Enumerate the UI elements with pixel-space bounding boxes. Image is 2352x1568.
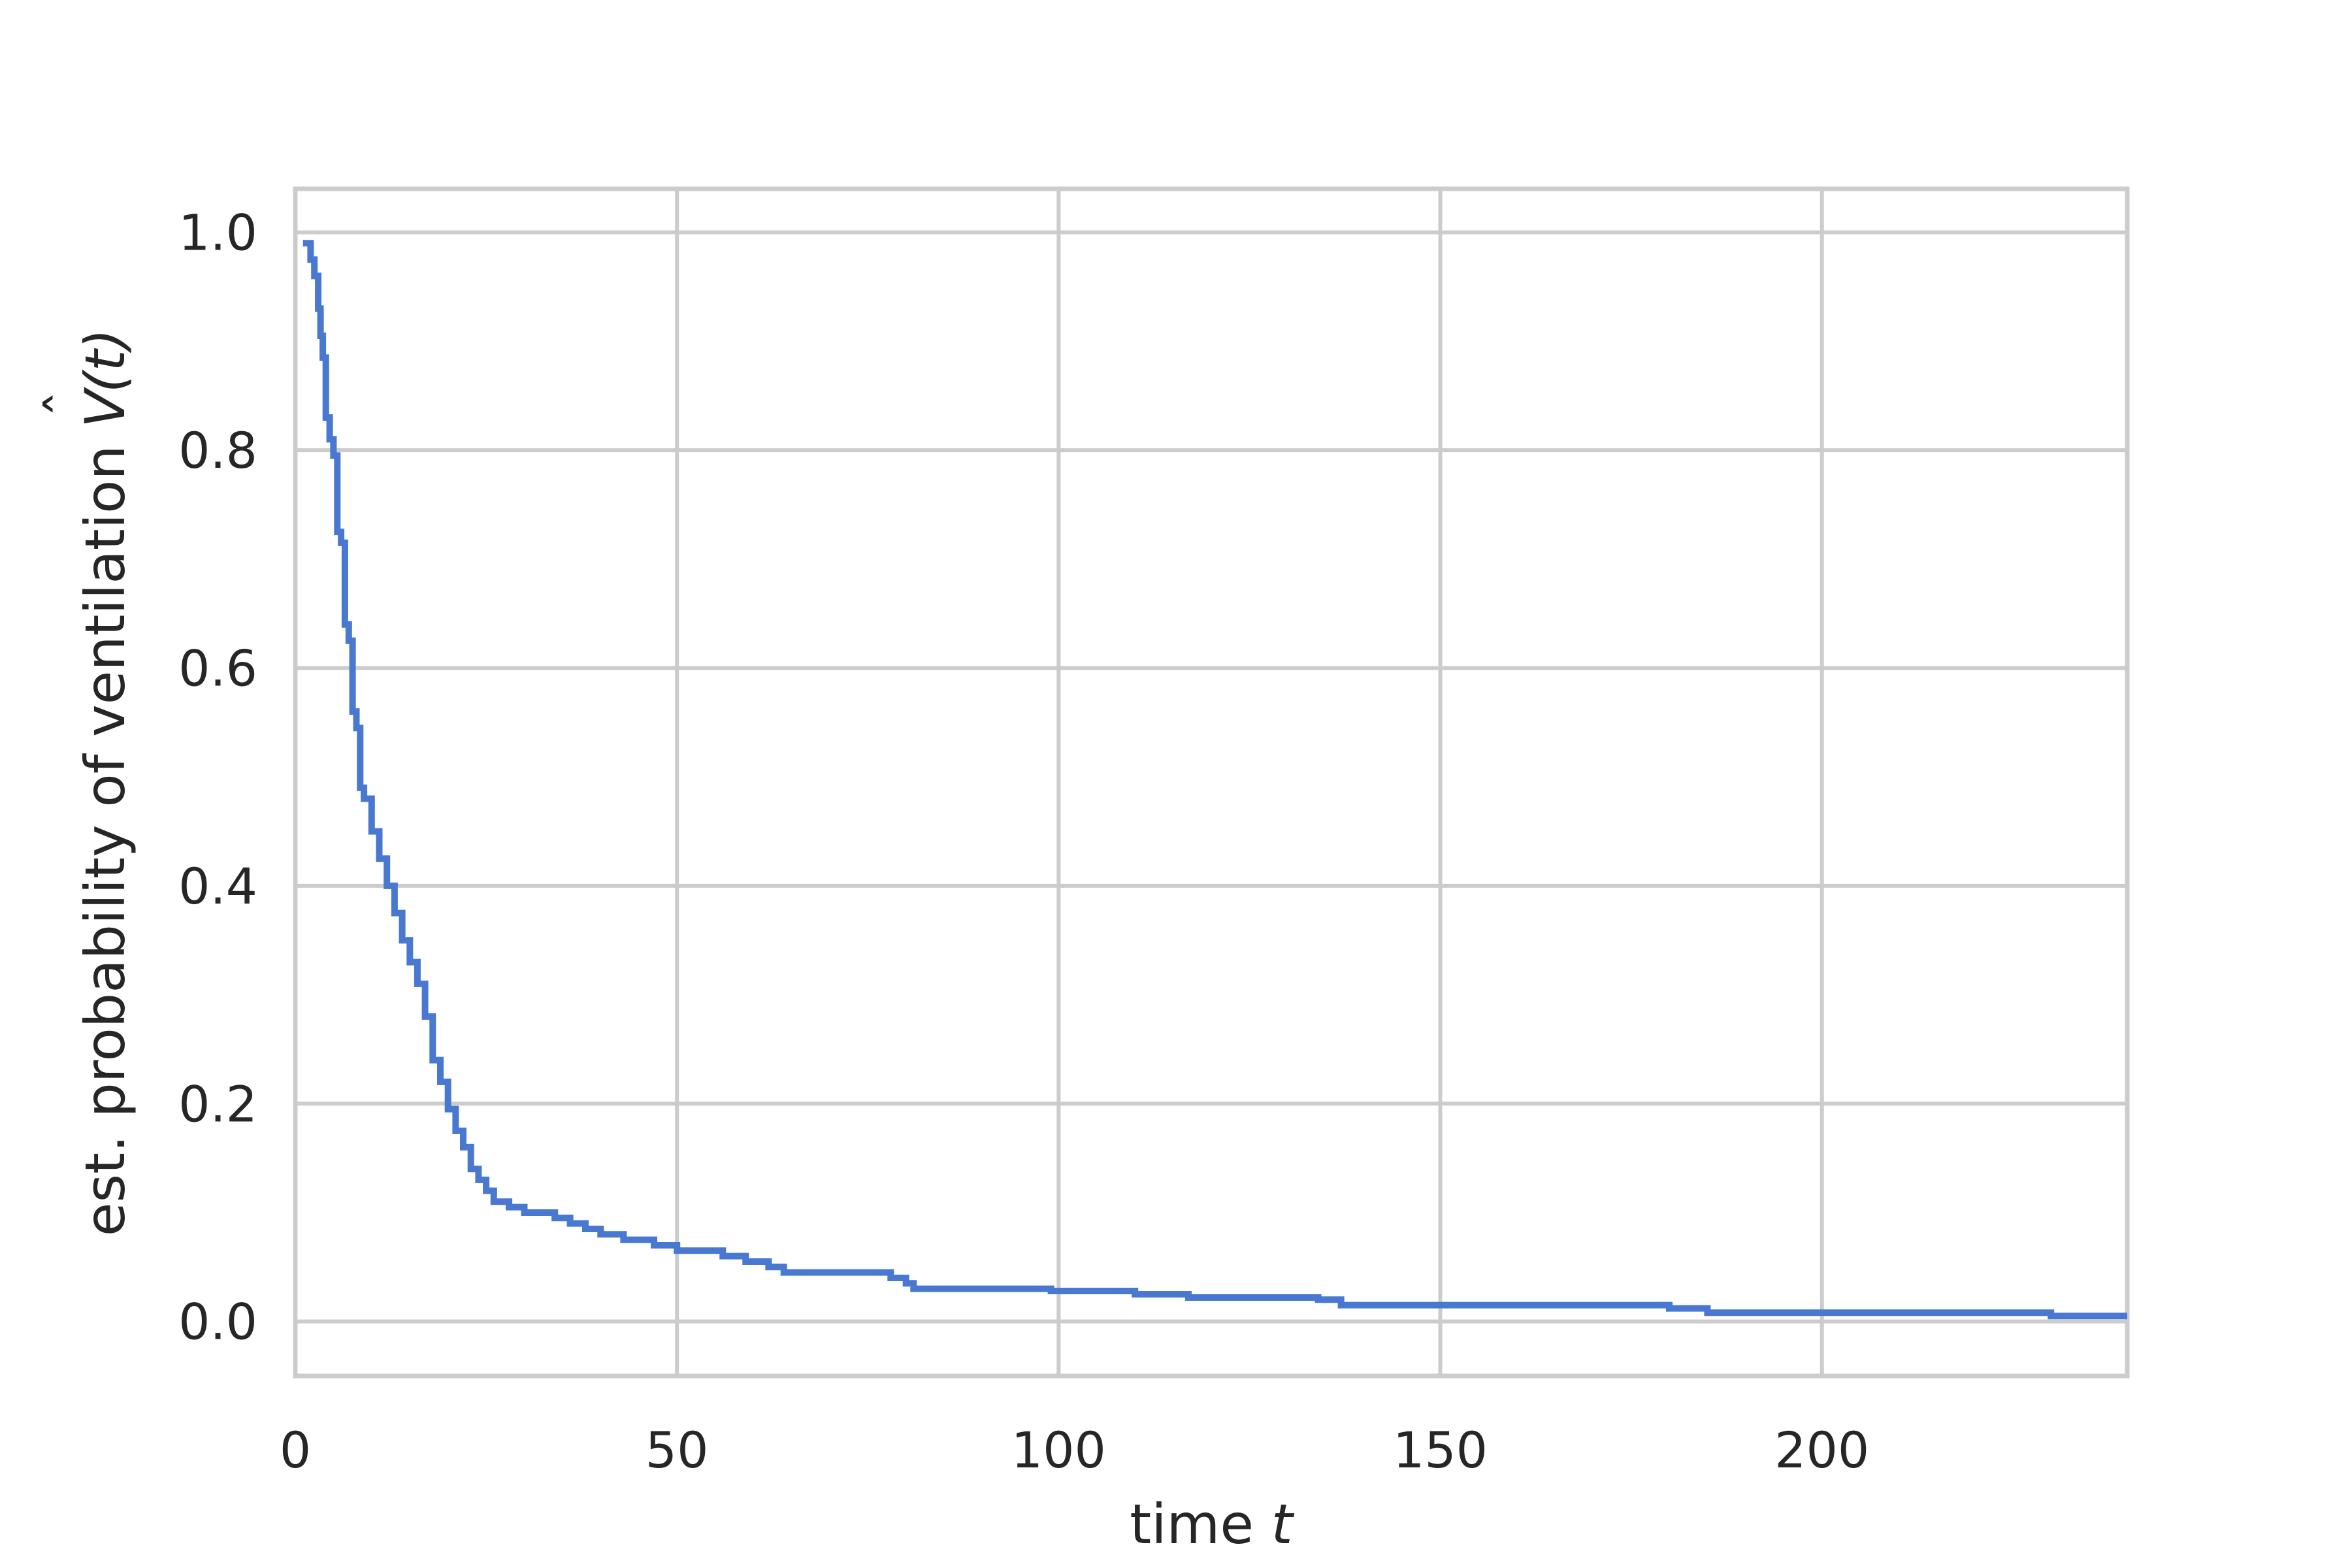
- y-axis-label-text: est. probability of ventilation: [73, 428, 137, 1237]
- y-tick-label: 1.0: [178, 204, 257, 262]
- y-axis-label-function: V: [73, 387, 137, 428]
- x-tick-label: 50: [645, 1421, 709, 1479]
- y-tick-label: 0.8: [178, 421, 257, 480]
- y-axis-label-argument: (t): [73, 329, 137, 393]
- y-axis-label-hat: ˆ: [35, 390, 99, 417]
- y-tick-labels: 0.0 0.2 0.4 0.6 0.8 1.0: [178, 204, 257, 1351]
- series-layer: [302, 240, 2127, 1320]
- x-tick-labels: 0 50 100 150 200: [280, 1421, 1869, 1479]
- survival-step-line: [302, 240, 2127, 1320]
- x-tick-label: 100: [1011, 1421, 1106, 1479]
- x-axis-label-text: time: [1130, 1492, 1271, 1556]
- x-tick-label: 150: [1393, 1421, 1488, 1479]
- y-tick-label: 0.0: [178, 1293, 257, 1351]
- x-tick-label: 200: [1774, 1421, 1869, 1479]
- y-axis-label: est. probability of ventilation Vˆ(t): [35, 329, 137, 1237]
- y-tick-label: 0.2: [178, 1075, 257, 1133]
- y-gridlines: [295, 230, 2127, 1324]
- y-tick-label: 0.6: [178, 639, 257, 697]
- x-tick-label: 0: [280, 1421, 311, 1479]
- plot-frame: [293, 186, 2130, 1379]
- x-axis-label-variable: t: [1271, 1492, 1295, 1556]
- x-axis-label: time t: [1130, 1492, 1294, 1556]
- x-gridlines: [293, 189, 1824, 1376]
- y-tick-label: 0.4: [178, 857, 257, 915]
